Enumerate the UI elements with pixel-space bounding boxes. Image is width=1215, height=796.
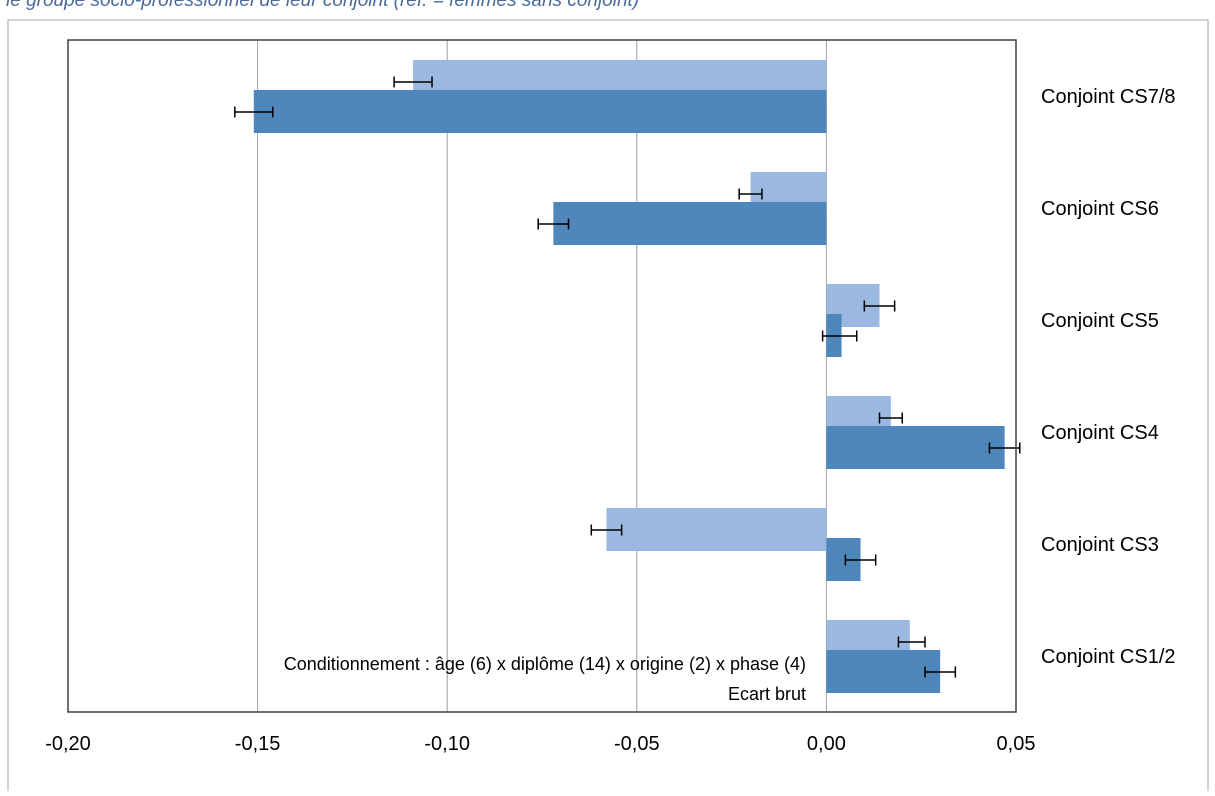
category-label: Conjoint CS6 [1041, 198, 1159, 220]
category-label: Conjoint CS3 [1041, 534, 1159, 556]
x-tick-label: -0,10 [424, 733, 470, 755]
plot-area: Conjoint CS7/8 Conjoint CS6 Conjoint CS5 Co… [45, 39, 1176, 755]
category-label: Conjoint CS7/8 [1041, 86, 1176, 108]
chart-title-cut: le groupe socio-professionnel de leur co… [6, 0, 639, 11]
plot-frame [67, 39, 1017, 713]
legend-conditional: Conditionnement : âge (6) x diplôme (14)… [284, 654, 806, 674]
legend-raw: Ecart brut [728, 684, 806, 704]
x-tick-label: 0,05 [997, 733, 1036, 755]
category-label: Conjoint CS4 [1041, 422, 1159, 444]
bar-raw [553, 202, 827, 245]
bar-raw [253, 90, 827, 133]
bar-conditional [606, 508, 827, 551]
bar-raw [826, 426, 1005, 469]
category-label: Conjoint CS1/2 [1041, 646, 1176, 668]
x-tick-label: 0,00 [807, 733, 846, 755]
x-tick-label: -0,20 [45, 733, 91, 755]
x-tick-label: -0,05 [614, 733, 660, 755]
bar-raw [826, 650, 941, 693]
category-label: Conjoint CS5 [1041, 310, 1159, 332]
plot-background [68, 40, 1016, 712]
outer-frame [7, 19, 1209, 796]
x-tick-label: -0,15 [235, 733, 281, 755]
